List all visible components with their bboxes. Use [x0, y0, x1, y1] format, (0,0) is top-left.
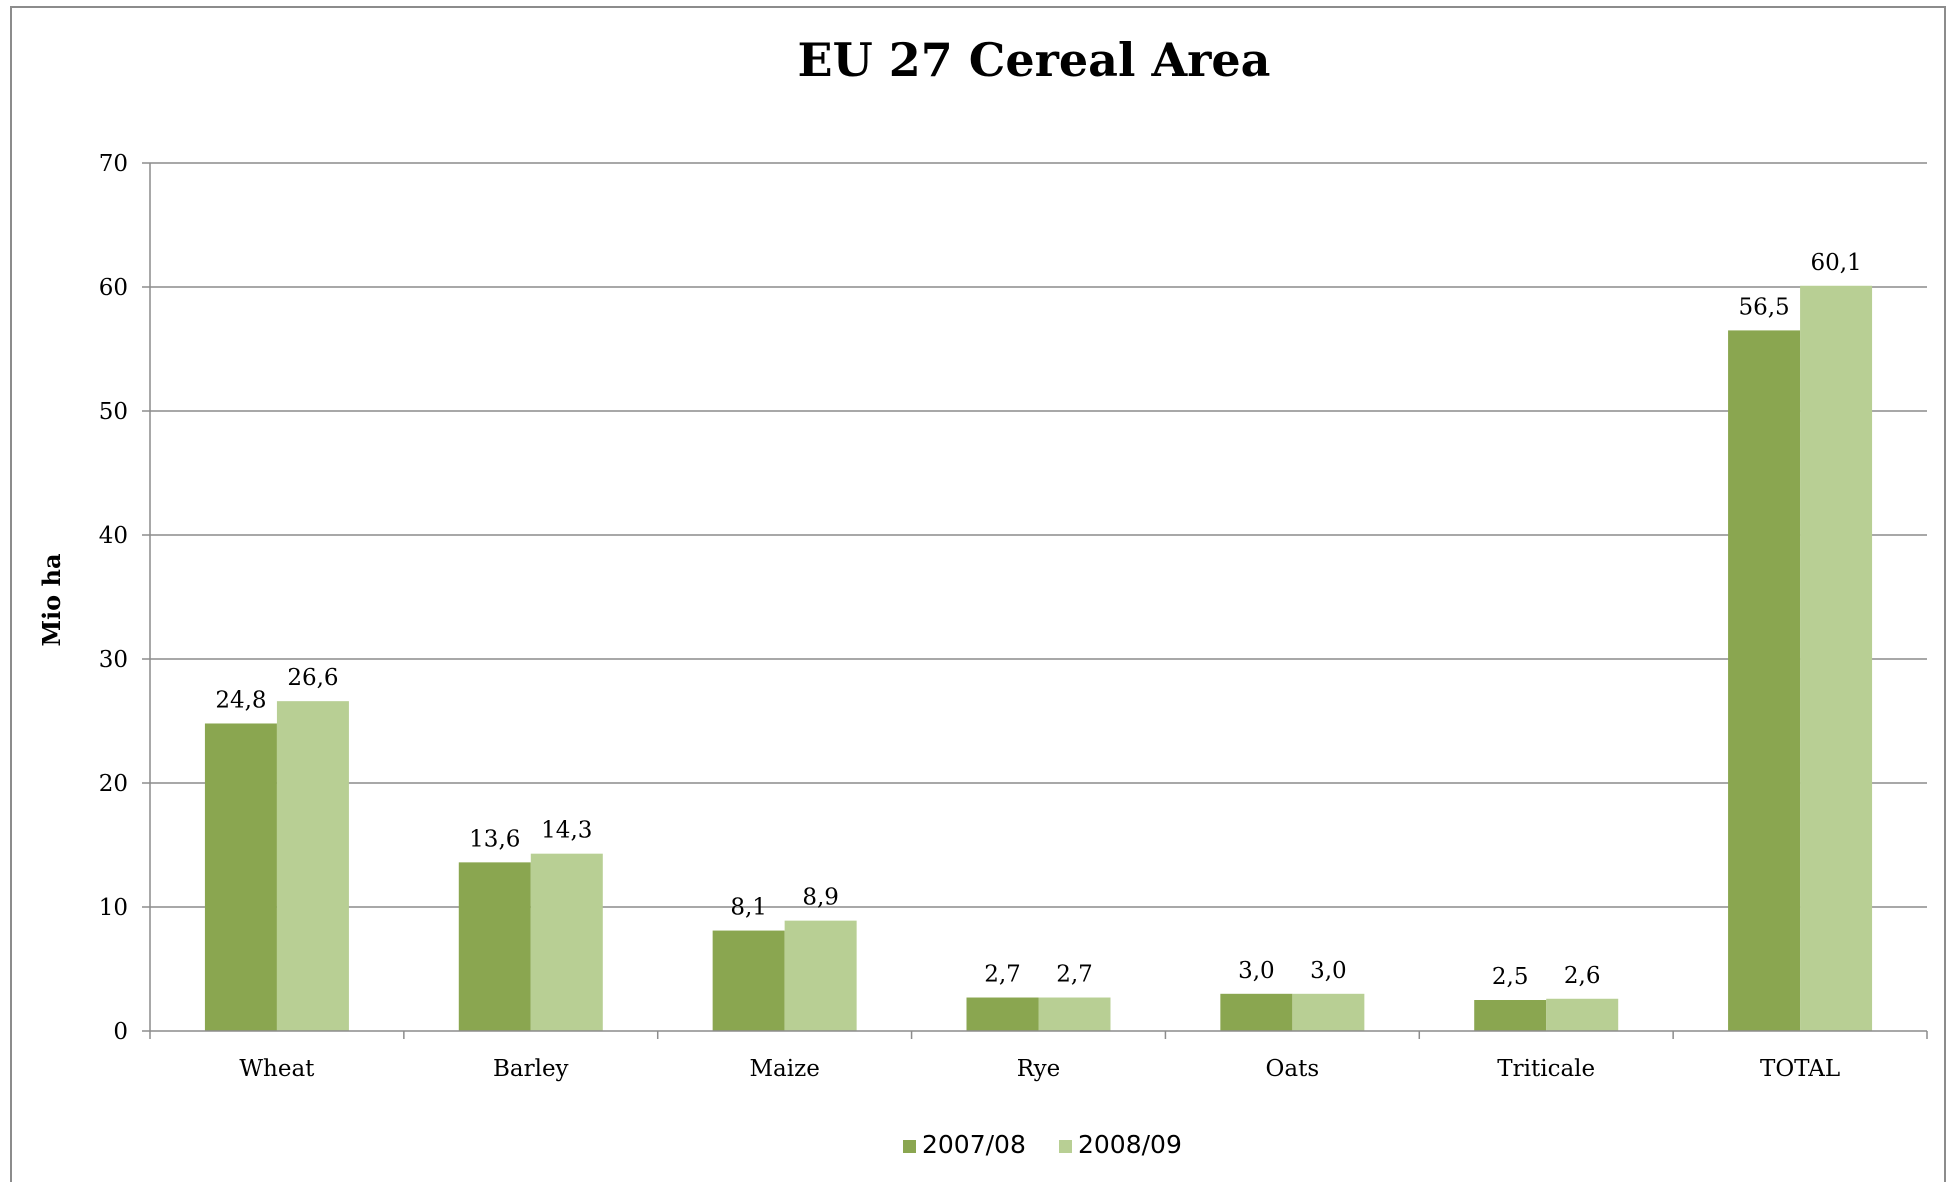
- y-tick-label: 50: [99, 399, 128, 425]
- bar-2007-08: [458, 862, 531, 1031]
- bar-2007-08: [966, 997, 1039, 1031]
- gridlines: [150, 162, 1927, 908]
- bar-2008-09: [1292, 993, 1365, 1031]
- data-label: 3,0: [1310, 958, 1347, 984]
- bar-2008-09: [1546, 998, 1619, 1031]
- y-axis-ticks: 0 10 20 30 40 50 60 70: [99, 151, 150, 1045]
- x-category-label: Maize: [749, 1056, 819, 1082]
- y-tick-label: 70: [99, 151, 128, 177]
- bar-2008-09: [1800, 285, 1873, 1031]
- x-category-label: Wheat: [239, 1056, 315, 1082]
- axes: [149, 163, 1928, 1039]
- bar-2007-08: [1728, 330, 1801, 1031]
- bar-2008-09: [530, 853, 603, 1031]
- x-category-label: TOTAL: [1760, 1056, 1840, 1082]
- data-label: 24,8: [215, 687, 266, 713]
- y-tick-label: 0: [113, 1019, 128, 1045]
- legend-label: 2007/08: [922, 1130, 1026, 1159]
- bar-2008-09: [276, 701, 349, 1031]
- x-axis-categories: Wheat Barley Maize Rye Oats Triticale TOTAL: [239, 1056, 1840, 1082]
- legend-label: 2008/09: [1078, 1130, 1182, 1159]
- data-label: 2,5: [1492, 964, 1529, 990]
- bar-2007-08: [204, 723, 277, 1031]
- y-tick-label: 20: [99, 771, 128, 797]
- bar-2007-08: [712, 930, 785, 1031]
- y-axis-label: Mio ha: [37, 553, 66, 646]
- x-category-label: Barley: [493, 1056, 569, 1082]
- data-label: 8,1: [730, 895, 767, 921]
- x-category-label: Rye: [1017, 1056, 1061, 1082]
- data-label: 60,1: [1810, 250, 1861, 276]
- y-tick-label: 60: [99, 275, 128, 301]
- data-label: 2,7: [984, 962, 1021, 988]
- data-label: 14,3: [541, 818, 592, 844]
- data-label: 2,6: [1564, 963, 1601, 989]
- y-tick-label: 10: [99, 895, 128, 921]
- y-tick-label: 40: [99, 523, 128, 549]
- chart-title: EU 27 Cereal Area: [798, 33, 1271, 87]
- bar-2008-09: [1038, 997, 1111, 1031]
- bar-2008-09: [784, 920, 857, 1031]
- legend-swatch: [1059, 1140, 1072, 1153]
- legend: 2007/08 2008/09: [903, 1130, 1182, 1159]
- data-label: 2,7: [1056, 962, 1093, 988]
- data-label: 8,9: [802, 885, 839, 911]
- data-label: 56,5: [1738, 294, 1789, 320]
- data-label: 26,6: [287, 665, 338, 691]
- legend-swatch: [903, 1140, 916, 1153]
- bar-2007-08: [1220, 993, 1293, 1031]
- data-label: 3,0: [1238, 958, 1275, 984]
- x-category-label: Oats: [1266, 1056, 1320, 1082]
- bar-2007-08: [1474, 1000, 1547, 1031]
- y-tick-label: 30: [99, 647, 128, 673]
- data-labels: 24,8 26,6 13,6 14,3 8,1 8,9 2,7 2,7 3,0 3,0 2,5 2,6…: [215, 250, 1861, 990]
- data-label: 13,6: [469, 826, 520, 852]
- bars: [204, 285, 1873, 1031]
- x-category-label: Triticale: [1497, 1056, 1595, 1082]
